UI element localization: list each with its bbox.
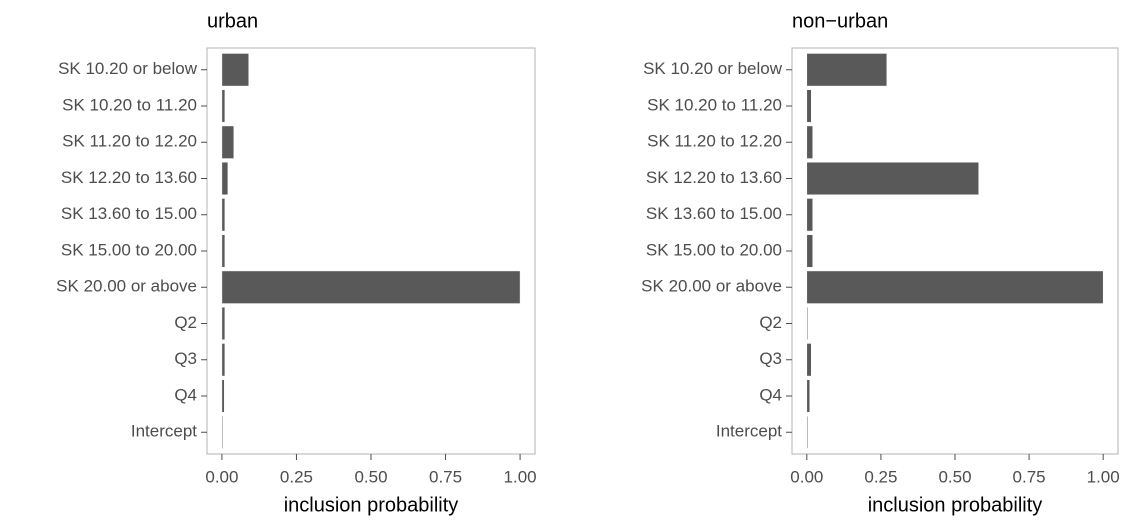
- bar: [221, 306, 226, 341]
- bar: [806, 306, 808, 341]
- x-tick-label: 0.50: [354, 467, 387, 486]
- y-tick-label: SK 11.20 to 12.20: [647, 132, 782, 151]
- x-tick-label: 0.25: [280, 467, 313, 486]
- bar: [221, 379, 225, 413]
- bar: [221, 343, 226, 377]
- bar: [221, 161, 229, 196]
- panel-title: non−urban: [792, 10, 888, 32]
- x-tick-label: 0.25: [864, 467, 897, 486]
- bar: [806, 343, 812, 377]
- y-tick-label: SK 20.00 or above: [641, 277, 782, 296]
- y-tick-label: SK 12.20 to 13.60: [61, 168, 197, 187]
- x-tick-label: 0.75: [1013, 467, 1046, 486]
- bar: [806, 415, 808, 449]
- y-tick-label: SK 13.60 to 15.00: [61, 204, 197, 223]
- bar: [806, 270, 1104, 304]
- bar: [806, 161, 979, 196]
- y-tick-label: Intercept: [716, 422, 782, 441]
- y-tick-label: SK 10.20 to 11.20: [647, 95, 782, 114]
- x-axis-label: inclusion probability: [284, 494, 459, 516]
- y-tick-label: SK 10.20 or below: [58, 59, 198, 78]
- y-tick-label: SK 10.20 or below: [643, 59, 783, 78]
- y-tick-label: SK 15.00 to 20.00: [646, 240, 782, 259]
- bar: [806, 379, 811, 413]
- panel-border: [791, 47, 1119, 455]
- panel-border: [206, 47, 536, 455]
- bar: [221, 125, 235, 159]
- x-axis-label: inclusion probability: [868, 494, 1043, 516]
- y-tick-label: SK 11.20 to 12.20: [62, 132, 197, 151]
- y-tick-label: Q3: [759, 349, 782, 368]
- x-tick-label: 1.00: [504, 467, 537, 486]
- bar: [806, 234, 813, 268]
- bar: [221, 53, 249, 87]
- bar: [806, 89, 812, 123]
- bar: [221, 198, 226, 232]
- bar: [221, 270, 521, 304]
- y-tick-label: SK 13.60 to 15.00: [646, 204, 782, 223]
- y-tick-label: Q2: [759, 313, 782, 332]
- bar: [806, 53, 888, 87]
- x-tick-label: 1.00: [1087, 467, 1120, 486]
- y-tick-label: Q3: [174, 349, 197, 368]
- x-tick-label: 0.00: [790, 467, 823, 486]
- x-tick-label: 0.75: [429, 467, 462, 486]
- y-tick-label: SK 15.00 to 20.00: [61, 240, 197, 259]
- y-tick-label: SK 10.20 to 11.20: [62, 95, 197, 114]
- y-tick-label: Intercept: [131, 422, 197, 441]
- y-tick-label: SK 12.20 to 13.60: [646, 168, 782, 187]
- y-tick-label: SK 20.00 or above: [56, 277, 197, 296]
- x-tick-label: 0.50: [938, 467, 971, 486]
- bar: [806, 198, 813, 232]
- bar: [221, 89, 226, 123]
- panel-title: urban: [207, 10, 258, 32]
- y-tick-label: Q4: [759, 385, 782, 404]
- y-tick-label: Q4: [174, 385, 197, 404]
- bar: [806, 125, 813, 159]
- bar: [221, 415, 224, 449]
- y-tick-label: Q2: [174, 313, 197, 332]
- bar: [221, 234, 226, 268]
- x-tick-label: 0.00: [205, 467, 238, 486]
